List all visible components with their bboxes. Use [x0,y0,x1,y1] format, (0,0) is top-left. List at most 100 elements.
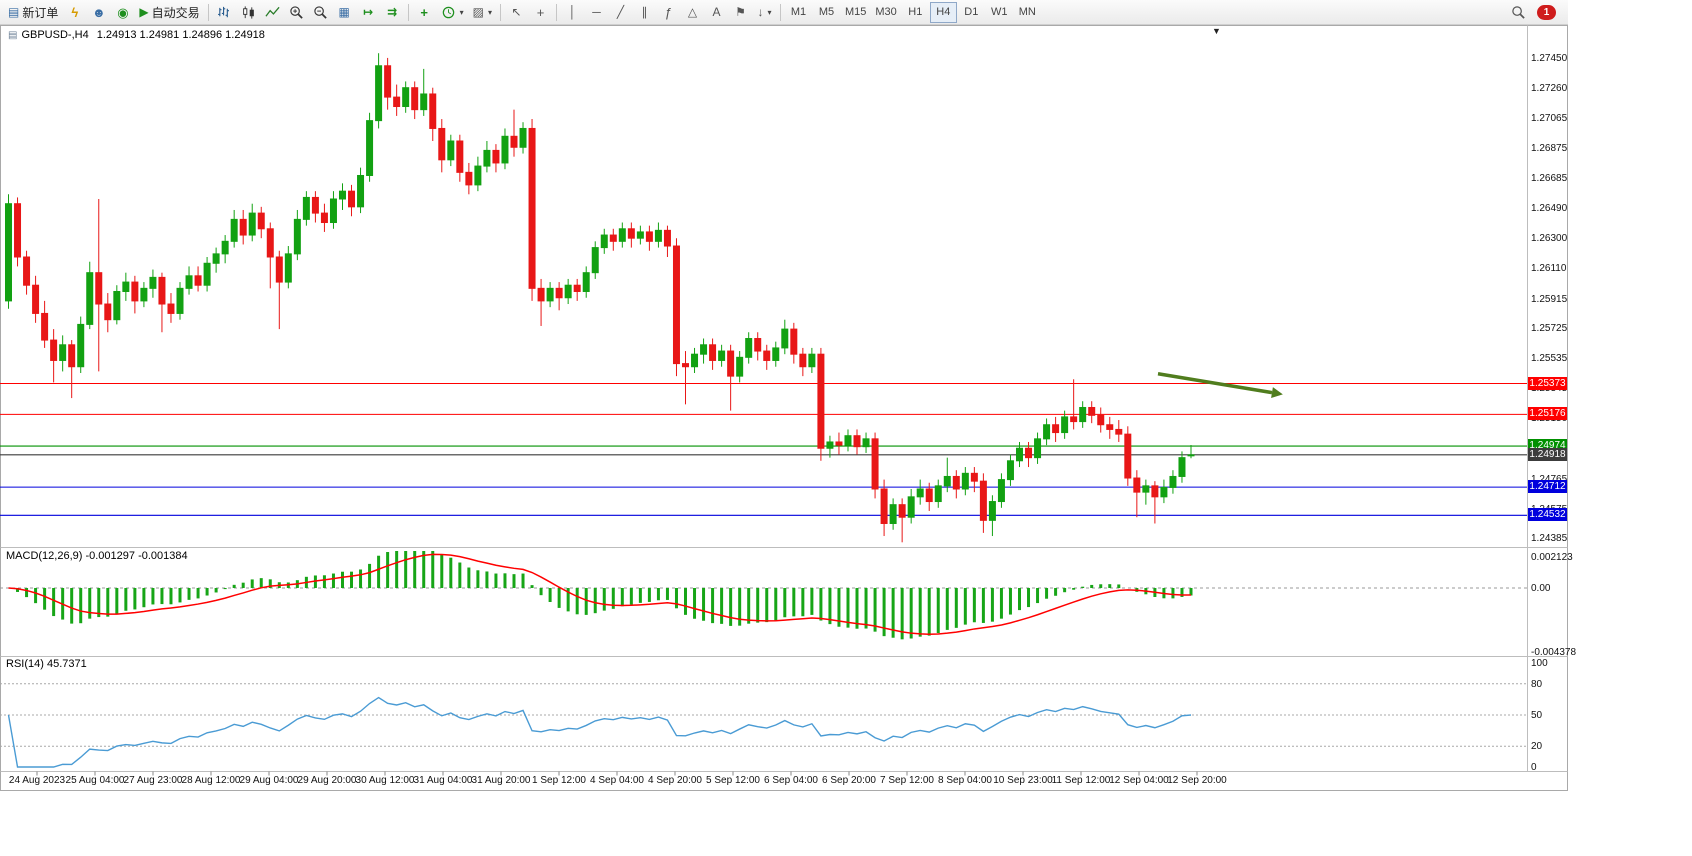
trendline-button[interactable]: ╱ [609,2,632,23]
chart-ohlc-values: 1.24913 1.24981 1.24896 1.24918 [96,29,265,41]
time-axis-label[interactable]: 11 Sep 12:00 [1051,775,1111,786]
autotrading-play-icon: ▶ [139,5,149,19]
cursor-icon: ↖ [511,5,522,19]
time-axis-label[interactable]: 5 Sep 12:00 [706,775,760,786]
price-axis-label: 1.25535 [1531,353,1568,365]
equidistant-channel-button[interactable]: ∥ [633,2,656,23]
shapes-button[interactable]: △ [681,2,704,23]
timeframe-button-m30[interactable]: M30 [871,2,900,23]
dropdown-icon: ▾ [459,7,464,17]
time-axis-label[interactable]: 12 Sep 20:00 [1167,775,1227,786]
time-axis-label[interactable]: 28 Aug 12:00 [181,775,241,786]
timeframe-button-d1[interactable]: D1 [958,2,985,23]
new-order-icon: ▤ [8,5,20,19]
rsi-axis-label: 0 [1531,762,1537,773]
time-axis-label[interactable]: 10 Sep 23:00 [993,775,1053,786]
timeframe-button-m5[interactable]: M5 [813,2,840,23]
notification-badge[interactable]: 1 [1537,4,1556,20]
lightning-icon: ϟ [71,4,79,20]
vertical-line-button[interactable]: │ [561,2,584,23]
profile-button[interactable]: ☻ [87,2,110,23]
timeframe-button-w1[interactable]: W1 [986,2,1013,23]
templates-button[interactable]: ▨ ▾ [469,2,496,23]
timeframe-button-mn[interactable]: MN [1014,2,1041,23]
fibonacci-button[interactable]: ƒ [657,2,680,23]
text-button[interactable]: A [705,2,728,23]
toolbar-separator [499,3,501,21]
chart-title: ▤ GBPUSD-,H4 1.24913 1.24981 1.24896 1.249… [8,29,265,41]
dropdown-icon: ▾ [767,7,772,17]
zoom-out-icon [313,5,327,19]
timeframe-button-h1[interactable]: H1 [902,2,929,23]
arrows-button[interactable]: ↓ ▾ [753,2,776,23]
time-axis-label[interactable]: 30 Aug 12:00 [355,775,415,786]
time-axis-label[interactable]: 6 Sep 04:00 [764,775,818,786]
cursor-button[interactable]: ↖ [505,2,528,23]
horizontal-line-button[interactable]: ─ [585,2,608,23]
zoom-in-button[interactable] [285,2,308,23]
community-icon: ◉ [117,4,129,20]
timeframe-button-h4[interactable]: H4 [929,1,957,23]
line-chart-icon [265,6,280,17]
tile-windows-icon: ▦ [338,5,350,19]
time-axis-label[interactable]: 12 Sep 04:00 [1109,775,1169,786]
toolbar-separator [407,3,409,21]
timeframe-button-m15[interactable]: M15 [841,2,870,23]
time-axis-label[interactable]: 27 Aug 23:00 [123,775,183,786]
price-axis-label: 1.26110 [1531,262,1567,274]
periods-button[interactable]: ▾ [437,2,468,23]
line-chart-button[interactable] [261,2,284,23]
arrow-tool-icon: ↓ [757,5,764,19]
indicators-button[interactable]: + [413,2,436,23]
metaeditor-button[interactable]: ϟ [63,2,86,23]
time-axis-label[interactable]: 8 Sep 04:00 [938,775,992,786]
price-axis-label: 1.26300 [1531,233,1568,245]
tile-windows-button[interactable]: ▦ [333,2,356,23]
price-tag: 1.25373 [1528,376,1567,390]
time-axis-label[interactable]: 29 Aug 04:00 [239,775,299,786]
time-axis-label[interactable]: 7 Sep 12:00 [880,775,934,786]
toolbar-separator [207,3,209,21]
chart-shift-marker-icon[interactable]: ▼ [1212,26,1221,36]
profile-icon: ☻ [92,4,106,20]
crosshair-icon: + [536,4,545,20]
time-axis-label[interactable]: 31 Aug 20:00 [471,775,531,786]
new-order-button[interactable]: ▤ 新订单 [4,2,62,23]
chart-shift-button[interactable]: ⇉ [381,2,404,23]
rsi-axis-label: 20 [1531,741,1543,753]
time-axis-label[interactable]: 31 Aug 04:00 [413,775,473,786]
price-tag: 1.24918 [1528,447,1567,461]
bar-chart-button[interactable] [213,2,236,23]
time-axis-label[interactable]: 25 Aug 04:00 [65,775,125,786]
candlestick-chart-button[interactable] [237,2,260,23]
price-tag: 1.24532 [1528,508,1567,522]
time-axis-label[interactable]: 29 Aug 20:00 [297,775,357,786]
crosshair-button[interactable]: + [529,2,552,23]
macd-axis-label: -0.004378 [1531,646,1577,658]
auto-scroll-button[interactable]: ↦ [357,2,380,23]
time-axis-label[interactable]: 4 Sep 20:00 [648,775,702,786]
indicators-add-icon: + [420,4,428,20]
time-axis-label[interactable]: 6 Sep 20:00 [822,775,876,786]
chart-area[interactable]: ▤ GBPUSD-,H4 1.24913 1.24981 1.24896 1.249… [0,0,1576,792]
community-button[interactable]: ◉ [111,2,134,23]
rsi-axis-label: 50 [1531,710,1543,721]
price-tag: 1.24712 [1528,480,1567,494]
search-button[interactable] [1507,2,1530,23]
shapes-icon: △ [687,5,698,19]
toolbar-right-group: 1 [1507,2,1556,23]
price-tag: 1.25176 [1528,407,1567,421]
main-toolbar: ▤ 新订单 ϟ ☻ ◉ ▶ 自动交易 ▦ ↦ ⇉ + [0,0,1568,25]
zoom-out-button[interactable] [309,2,332,23]
time-axis-label[interactable]: 24 Aug 2023 [8,775,66,786]
timeframe-button-m1[interactable]: M1 [785,2,812,23]
auto-trading-button[interactable]: ▶ 自动交易 [135,2,203,23]
rsi-axis-label: 80 [1531,678,1543,690]
label-button[interactable]: ⚑ [729,2,752,23]
time-axis-label[interactable]: 1 Sep 12:00 [532,775,586,786]
time-axis-label[interactable]: 4 Sep 04:00 [590,775,644,786]
chart-canvas[interactable] [0,0,1568,792]
rsi-axis-label: 100 [1531,658,1548,669]
candlestick-chart-icon [242,5,254,19]
timeframe-group: M1 M5 M15 M30 H1 H4 D1 W1 MN [785,1,1041,23]
